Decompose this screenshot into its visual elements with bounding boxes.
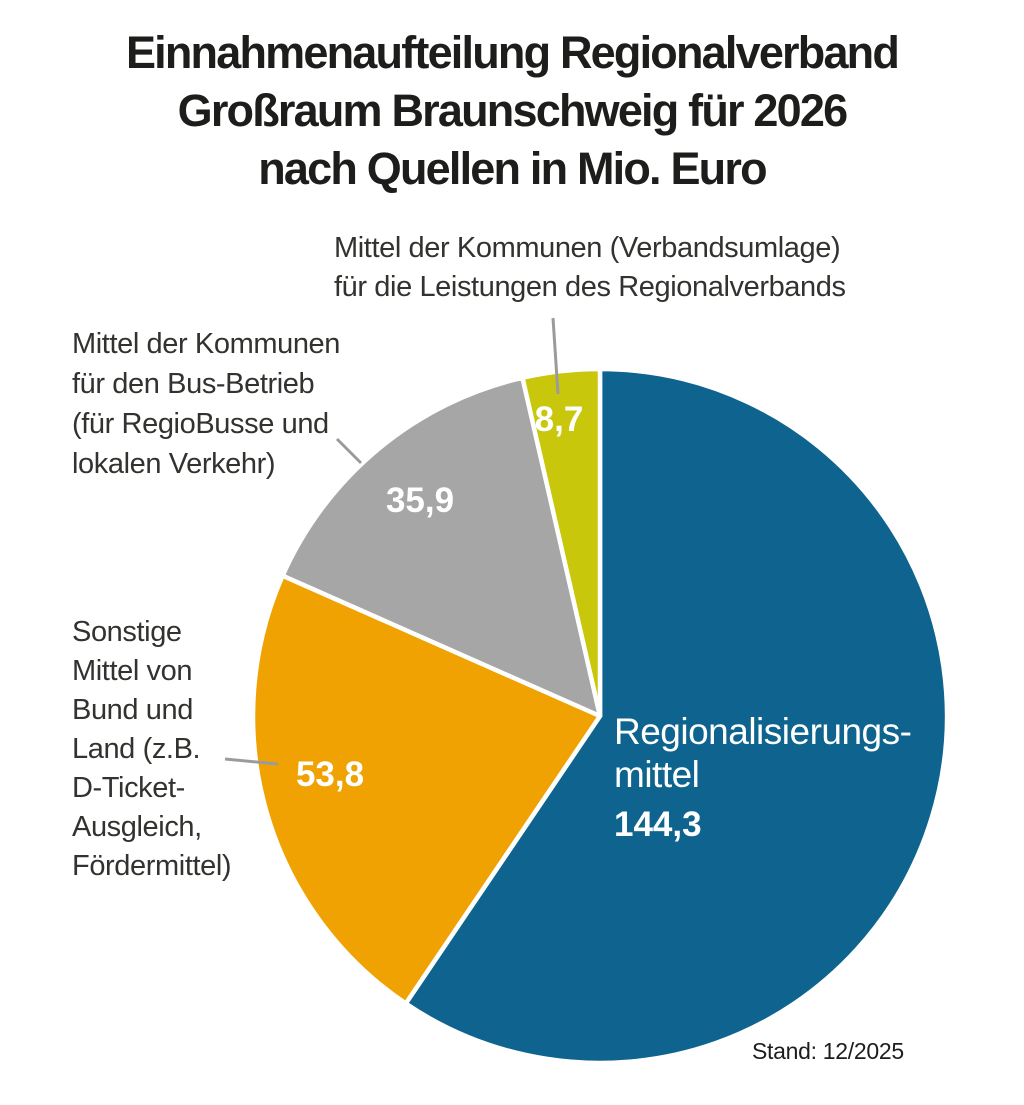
chart-title-line: Großraum Braunschweig für 2026 [177,85,849,136]
pie-segment-0 [403,366,950,1066]
pie-wedges [250,366,950,1066]
label-line: Ausgleich, [72,811,202,843]
label-line: für den Bus-Betrieb [72,368,315,400]
label-line: Land (z.B. [72,733,201,765]
label-regionalisierungsmittel-line1: Regionalisierungs- [614,711,911,752]
label-verbandsumlage: Mittel der Kommunen (Verbandsumlage) für… [334,229,846,307]
leader-line-verbandsumlage [551,317,560,395]
label-sonstige-mittel: Sonstige Mittel von Bund und Land (z.B. … [72,613,232,886]
pie-segment-1 [250,573,603,1006]
label-line: Mittel der Kommunen [72,328,341,360]
leader-line-bus-betrieb [335,437,363,465]
label-bus-betrieb: Mittel der Kommunen für den Bus-Betrieb … [72,324,340,484]
leader-line-sonstige [224,757,279,766]
pie-segment-3 [520,366,603,719]
label-line: (für RegioBusse und [72,408,329,440]
label-line: für die Leistungen des Regionalverbands [334,271,846,303]
chart-title-line: nach Quellen in Mio. Euro [258,143,767,194]
pie-segment-2 [280,375,603,719]
value-regionalisierungsmittel: 144,3 [614,805,702,844]
label-line: Sonstige [72,616,182,648]
chart-title: Einnahmenaufteilung Regionalverband Groß… [0,24,1024,198]
label-line: Mittel von [72,655,193,687]
label-line: D-Ticket- [72,772,185,804]
chart-title-line: Einnahmenaufteilung Regionalverband [125,27,900,78]
label-line: Mittel der Kommunen (Verbandsumlage) [334,232,841,264]
label-regionalisierungsmittel-line2: mittel [614,754,699,795]
value-sonstige: 53,8 [296,755,364,794]
status-date: Stand: 12/2025 [752,1038,904,1064]
value-verbandsumlage: 8,7 [535,400,584,439]
label-line: Fördermittel) [72,850,232,882]
value-bus-betrieb: 35,9 [386,481,454,520]
label-line: lokalen Verkehr) [72,448,276,480]
label-line: Bund und [72,694,193,726]
